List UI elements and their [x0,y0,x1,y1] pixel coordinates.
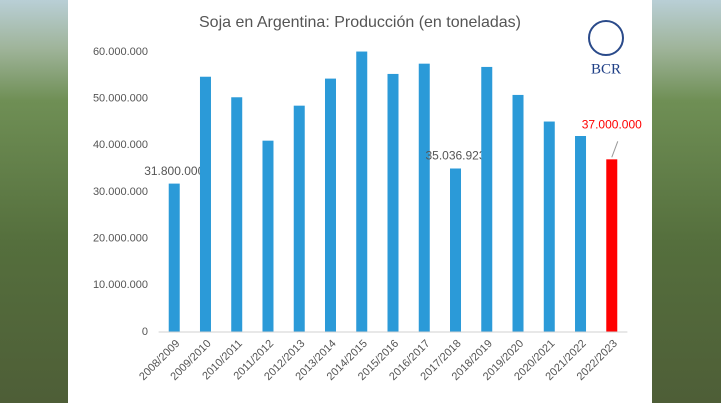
bar [168,183,180,332]
bar [418,63,430,333]
y-tick-label: 40.000.000 [93,139,148,151]
bar [356,51,368,333]
logo-seal [588,20,624,56]
logo: BCR [591,61,621,77]
y-tick-label: 0 [142,326,148,338]
chart-title: Soja en Argentina: Producción (en tonela… [199,14,521,31]
y-tick-label: 20.000.000 [93,233,148,245]
y-tick-label: 60.000.000 [93,46,148,58]
bar [543,121,555,333]
y-tick-label: 10.000.000 [93,279,148,291]
y-tick-label: 30.000.000 [93,186,148,198]
bar [575,136,587,332]
bar [231,97,243,333]
bar [450,168,462,332]
y-tick-label: 50.000.000 [93,93,148,105]
value-label: 35.036.923 [425,149,485,163]
bar [387,73,399,332]
bar [606,159,618,332]
value-label: 37.000.000 [582,118,642,132]
bar [481,66,493,332]
bar [512,94,524,332]
bar [293,105,305,333]
leader-line [611,141,619,158]
bar [324,78,336,332]
value-label: 31.800.000 [144,164,204,178]
bar [199,76,211,332]
bar [262,140,274,332]
